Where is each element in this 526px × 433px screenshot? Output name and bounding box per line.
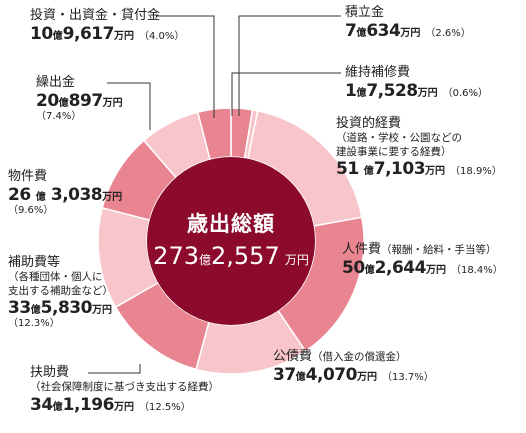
amount-fujo: 34億1,196万円 （12.5%） xyxy=(30,394,191,415)
name-ijihoshu: 維持補修費 xyxy=(345,65,411,80)
amount-ijihoshu: 1億7,528万円 （0.6%） xyxy=(345,81,489,101)
label-toushikin: 投資・出資金・貸付金 10億9,617万円 （4.0%） xyxy=(30,9,184,43)
name-bukken: 物件費 xyxy=(8,169,48,184)
label-ijihoshu: 維持補修費 1億7,528万円 （0.6%） xyxy=(345,66,488,100)
label-bukken: 物件費 26 億 3,038万円 （9.6%） xyxy=(8,170,122,216)
label-kosai: 公債費（借入金の償還金） 37億4,070万円 （13.7%） xyxy=(273,350,434,384)
label-kuridashi: 繰出金 20億897万円 （7.4%） xyxy=(36,76,123,122)
label-jinken: 人件費（報酬・給料・手当等） 50億2,644万円 （18.4%） xyxy=(342,243,503,277)
name-jinken: 人件費（報酬・給料・手当等） xyxy=(342,242,497,257)
sub-fujo: （社会保障制度に基づき支出する経費） xyxy=(30,381,219,393)
amount-jinken: 50億2,644万円 （18.4%） xyxy=(342,258,503,278)
sub-toushi-2: 建設事業に要する経費） xyxy=(336,145,452,158)
leader-tsumitate xyxy=(238,15,341,116)
amount-toushikin: 10億9,617万円 （4.0%） xyxy=(30,24,185,44)
label-toushi: 投資的経費 （道路・学校・公園などの 建設事業に要する経費） 51 億7,103… xyxy=(336,117,502,178)
amount-kosai: 37億4,070万円 （13.7%） xyxy=(273,365,434,385)
total-label: 歳出総額 273億2,557 万円 xyxy=(131,208,331,270)
amount-tsumitate: 7億634万円 （2.6%） xyxy=(345,21,471,41)
total-title: 歳出総額 xyxy=(187,212,275,236)
name-kosai: 公債費（借入金の償還金） xyxy=(273,349,407,364)
amount-kuridashi: 20億897万円 xyxy=(36,91,123,111)
leader-ijihoshu xyxy=(231,72,341,116)
leader-kuridashi xyxy=(107,82,151,130)
name-tsumitate: 積立金 xyxy=(345,5,385,20)
leader-lines xyxy=(88,15,341,374)
center-disc xyxy=(147,157,315,325)
amount-hojo: 33億5,830万円 xyxy=(8,298,112,318)
sub-hojo-1: （各種団体・個人に xyxy=(8,271,103,283)
sub-hojo-2: 支出する補助金など） xyxy=(8,284,113,297)
pct-bukken: （9.6%） xyxy=(8,205,54,216)
name-fujo: 扶助費 xyxy=(30,365,70,380)
amount-toushi: 51 億7,103万円 （18.9%） xyxy=(336,159,502,179)
label-tsumitate: 積立金 7億634万円 （2.6%） xyxy=(345,6,471,40)
pct-kuridashi: （7.4%） xyxy=(36,111,82,122)
name-hojo: 補助費等 xyxy=(8,255,61,270)
leader-fujo xyxy=(88,364,141,374)
pct-hojo: （12.3%） xyxy=(8,318,60,329)
sub-toushi-1: （道路・学校・公園などの xyxy=(336,132,462,144)
label-fujo: 扶助費 （社会保障制度に基づき支出する経費） 34億1,196万円 （12.5%） xyxy=(30,366,219,414)
donut-ring xyxy=(97,107,365,375)
total-value: 273億2,557 万円 xyxy=(153,242,309,270)
name-toushikin: 投資・出資金・貸付金 xyxy=(30,8,161,23)
amount-bukken: 26 億 3,038万円 xyxy=(8,185,123,205)
name-toushi: 投資的経費 xyxy=(336,116,402,131)
name-kuridashi: 繰出金 xyxy=(36,75,76,90)
label-hojo: 補助費等 （各種団体・個人に 支出する補助金など） 33億5,830万円 （12… xyxy=(8,256,113,329)
leader-toushikin xyxy=(156,15,215,118)
